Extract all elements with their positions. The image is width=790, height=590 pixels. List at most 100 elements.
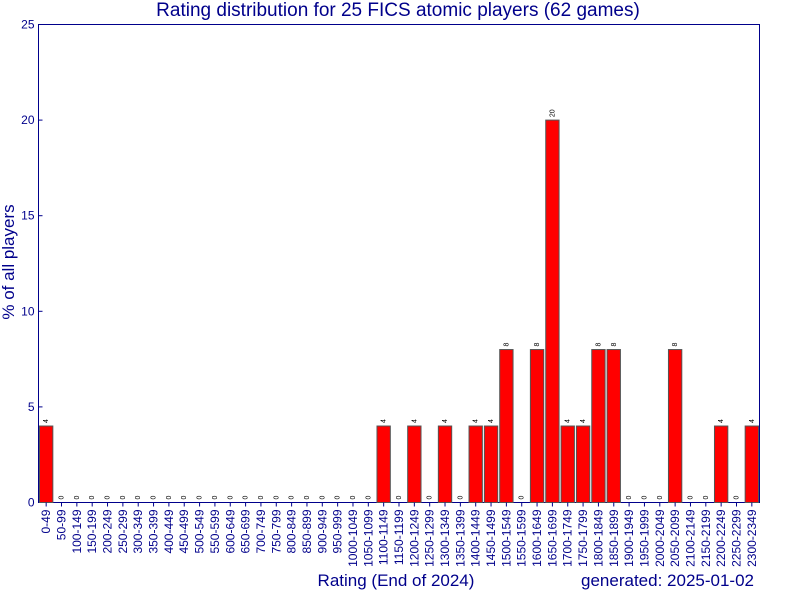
x-tick-label: 250-299 [116,509,130,553]
bar-data-label: 0 [227,496,234,500]
x-tick-label: 1950-1999 [637,509,651,567]
bar-data-label: 0 [427,496,434,500]
bar-0-49 [39,425,54,503]
x-tick-label: 400-449 [162,509,176,553]
bar-data-label: 8 [503,343,510,347]
x-tick-label: 1900-1949 [622,509,636,567]
x-tick-label: 1800-1849 [591,509,605,567]
y-axis-label: % of all players [0,204,18,319]
x-tick-label: 1350-1399 [453,509,467,567]
x-tick-label: 700-749 [254,509,268,553]
bar-data-label: 0 [319,496,326,500]
bar-data-label: 8 [534,343,541,347]
y-tick-label: 20 [21,113,35,127]
x-tick-label: 1500-1549 [499,509,513,567]
bar-2200-2249 [713,425,729,503]
bar-data-label: 0 [135,496,142,500]
bar-1500-1549 [499,349,514,504]
bar-data-label: 0 [687,496,694,500]
bar-1750-1799 [575,425,591,503]
bar-data-label: 4 [749,419,756,423]
bar-data-label: 0 [289,496,296,500]
y-tick-label: 25 [21,18,35,32]
x-tick-label: 650-699 [239,509,253,553]
x-tick-label: 1300-1349 [438,509,452,567]
bar-data-label: 0 [197,496,204,500]
bar-1100-1149 [376,425,391,503]
x-tick-label: 900-949 [315,509,329,553]
y-tick-label: 5 [28,400,35,414]
x-tick-label: 1750-1799 [576,509,590,567]
bar-data-label: 0 [258,496,265,500]
bar-data-label: 0 [519,496,526,500]
x-tick-label: 2300-2349 [745,509,759,567]
x-tick-label: 1150-1199 [392,509,406,565]
bar-data-label: 4 [43,419,50,423]
x-tick-label: 150-199 [85,509,99,553]
bar-data-label: 4 [488,419,495,423]
bar-data-label: 0 [365,496,372,500]
x-tick-label: 1700-1749 [561,509,575,567]
bar-data-label: 20 [549,109,556,117]
x-tick-label: 1250-1299 [423,509,437,567]
bar-data-label: 0 [396,496,403,500]
x-tick-label: 200-249 [101,509,115,553]
bar-data-label: 0 [120,496,127,500]
y-tick-label: 15 [21,209,35,223]
x-tick-label: 2200-2249 [714,509,728,567]
bar-series: 4 0 0 0 0 0 0 0 0 0 0 0 0 0 0 0 0 0 0 0 0 0 4 0 4 0 4 0 4 4 8 0 8 20 4 4 8 8 0… [39,109,759,504]
x-tick-label: 0-49 [39,509,53,533]
bar-1650-1699 [545,119,560,503]
y-axis: 0 5 10 15 20 25 [21,18,43,510]
bar-data-label: 8 [611,343,618,347]
x-tick-label: 950-999 [331,509,345,553]
x-tick-label: 1450-1499 [484,509,498,567]
x-tick-label: 850-899 [300,509,314,553]
bar-data-label: 0 [59,496,66,500]
x-tick-label: 50-99 [55,509,69,540]
bar-data-label: 0 [703,496,710,500]
bar-data-label: 0 [181,496,188,500]
y-tick-label: 0 [28,496,35,510]
x-tick-label: 1650-1699 [545,509,559,567]
x-tick-label: 750-799 [269,509,283,553]
bar-data-label: 0 [657,496,664,500]
x-tick-label: 500-549 [193,509,207,553]
x-tick-label: 2100-2149 [683,509,697,567]
x-tick-label: 2150-2199 [699,509,713,567]
x-tick-label: 550-599 [208,509,222,553]
bar-data-label: 8 [672,343,679,347]
x-tick-label: 2050-2099 [668,509,682,567]
x-tick-label: 1600-1649 [530,509,544,567]
bar-data-label: 0 [166,496,173,500]
x-tick-label: 600-649 [223,509,237,553]
bar-data-label: 4 [565,419,572,423]
bar-1800-1849 [591,349,606,504]
bar-data-label: 4 [381,419,388,423]
bar-data-label: 0 [212,496,219,500]
x-tick-label: 800-849 [285,509,299,553]
x-tick-label: 2250-2299 [729,509,743,567]
bar-1200-1249 [407,425,422,503]
plot-area-frame [38,24,760,503]
bar-data-label: 0 [641,496,648,500]
bar-data-label: 4 [473,419,480,423]
x-tick-label: 300-349 [131,509,145,553]
x-tick-label: 1850-1899 [607,509,621,567]
x-tick-label: 450-499 [177,509,191,553]
bar-1700-1749 [560,425,575,503]
bar-data-label: 0 [105,496,112,500]
bar-2050-2099 [667,349,683,504]
bar-1600-1649 [529,349,545,504]
bar-data-label: 0 [243,496,250,500]
x-tick-label: 1550-1599 [515,509,529,567]
x-tick-label: 100-149 [70,509,84,553]
bar-data-label: 0 [733,496,740,500]
bar-1300-1349 [437,425,453,503]
x-tick-label: 1000-1049 [346,509,360,567]
generated-date-label: generated: 2025-01-02 [581,571,754,590]
bar-data-label: 0 [350,496,357,500]
bar-data-label: 4 [442,419,449,423]
x-tick-label: 1050-1099 [361,509,375,567]
